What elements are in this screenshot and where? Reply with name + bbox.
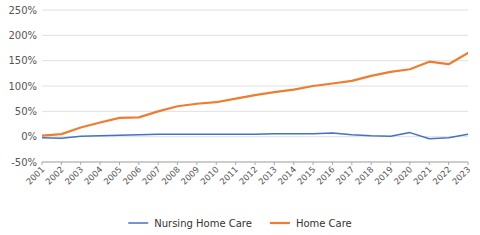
x-tick	[255, 162, 256, 165]
grid-line	[42, 111, 468, 112]
y-tick-label: 150%	[8, 55, 37, 66]
x-tick	[409, 162, 410, 165]
series-line	[42, 53, 468, 136]
legend-item: Home Care	[270, 218, 352, 229]
x-tick-label: 2016	[314, 164, 336, 186]
y-tick-label: 50%	[15, 106, 37, 117]
chart: -50%0%50%100%150%200%250%200120022003200…	[0, 0, 480, 235]
x-tick-label: 2023	[450, 164, 472, 186]
grid-line	[42, 136, 468, 137]
x-tick	[448, 162, 449, 165]
x-tick-label: 2021	[411, 164, 433, 186]
x-tick-label: 2006	[121, 164, 143, 186]
x-tick	[216, 162, 217, 165]
x-tick-label: 2001	[24, 164, 46, 186]
x-tick-label: 2002	[43, 164, 65, 186]
grid-line	[42, 35, 468, 36]
legend-swatch	[128, 222, 148, 224]
x-tick	[274, 162, 275, 165]
x-tick-label: 2012	[237, 164, 259, 186]
x-tick-label: 2017	[334, 164, 356, 186]
x-tick	[177, 162, 178, 165]
x-tick	[429, 162, 430, 165]
x-tick	[100, 162, 101, 165]
x-tick-label: 2003	[63, 164, 85, 186]
grid-line	[42, 10, 468, 11]
x-tick	[42, 162, 43, 165]
x-tick	[235, 162, 236, 165]
x-tick-label: 2007	[140, 164, 162, 186]
y-tick-label: 100%	[8, 81, 37, 92]
x-tick	[61, 162, 62, 165]
x-tick-label: 2008	[160, 164, 182, 186]
x-tick-label: 2011	[218, 164, 240, 186]
x-tick-label: 2015	[295, 164, 317, 186]
legend-swatch	[270, 222, 290, 224]
grid-line	[42, 86, 468, 87]
x-tick	[332, 162, 333, 165]
x-tick	[351, 162, 352, 165]
x-tick-label: 2022	[431, 164, 453, 186]
y-tick-label: -50%	[11, 157, 37, 168]
x-tick	[293, 162, 294, 165]
y-tick-label: 250%	[8, 5, 37, 16]
x-tick-label: 2019	[373, 164, 395, 186]
grid	[42, 10, 468, 162]
x-tick-label: 2020	[392, 164, 414, 186]
x-tick	[390, 162, 391, 165]
x-tick	[313, 162, 314, 165]
x-tick-label: 2009	[179, 164, 201, 186]
legend-label: Home Care	[296, 218, 352, 229]
lines	[42, 53, 468, 139]
grid-line	[42, 60, 468, 61]
x-tick	[119, 162, 120, 165]
x-tick-label: 2014	[276, 164, 298, 186]
legend-label: Nursing Home Care	[154, 218, 252, 229]
x-tick	[138, 162, 139, 165]
y-tick-label: 200%	[8, 30, 37, 41]
x-tick-label: 2005	[101, 164, 123, 186]
x-tick-label: 2004	[82, 164, 104, 186]
legend: Nursing Home Care Home Care	[128, 218, 352, 229]
x-tick-label: 2010	[198, 164, 220, 186]
x-tick	[468, 162, 469, 165]
x-tick	[371, 162, 372, 165]
series-line	[42, 133, 468, 139]
y-tick-label: 0%	[21, 131, 37, 142]
x-tick-label: 2013	[256, 164, 278, 186]
x-tick	[196, 162, 197, 165]
x-tick-label: 2018	[353, 164, 375, 186]
legend-item: Nursing Home Care	[128, 218, 252, 229]
x-tick	[158, 162, 159, 165]
x-tick	[80, 162, 81, 165]
